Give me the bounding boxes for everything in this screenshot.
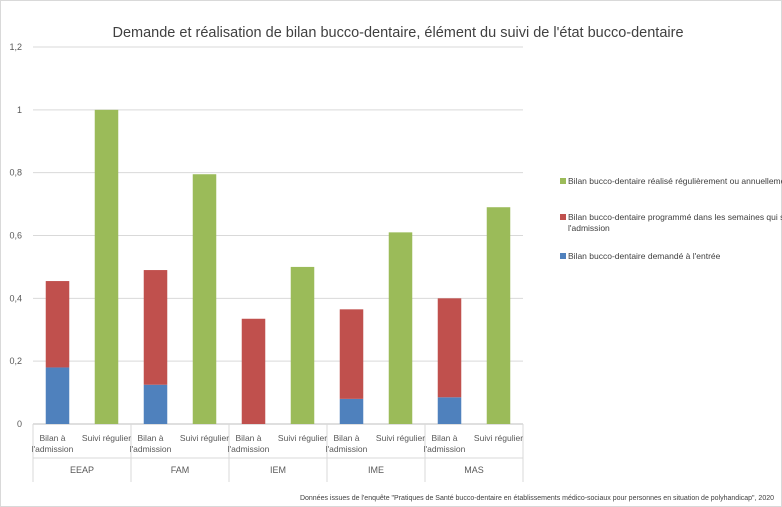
category-label: Suivi régulier (180, 433, 229, 443)
bar-segment (45, 367, 70, 424)
category-label: Bilan à l'admission (326, 433, 368, 454)
legend-label: Bilan bucco-dentaire demandé à l'entrée (568, 251, 721, 261)
bar-segment (45, 281, 70, 368)
y-tick-label: 0,4 (9, 293, 22, 303)
bar-segment (192, 174, 217, 424)
category-label: Bilan à l'admission (424, 433, 466, 454)
y-tick-label: 0,2 (9, 356, 22, 366)
legend-swatch (560, 214, 566, 220)
category-label: Bilan à l'admission (228, 433, 270, 454)
y-tick-label: 1 (17, 105, 22, 115)
bar-segment (241, 318, 266, 424)
y-tick-label: 0,6 (9, 231, 22, 241)
bars (45, 109, 511, 424)
bar-segment (339, 398, 364, 424)
bar-segment (437, 397, 462, 424)
bar-segment (339, 309, 364, 399)
bar-segment (388, 232, 413, 424)
legend-swatch (560, 178, 566, 184)
group-label: IEM (270, 465, 286, 475)
legend-label: Bilan bucco-dentaire programmé dans les … (568, 212, 782, 233)
y-axis: 0 0,2 0,4 0,6 0,8 1 1,2 (9, 42, 22, 429)
category-label: Suivi régulier (278, 433, 327, 443)
group-label: FAM (171, 465, 190, 475)
group-label: EEAP (70, 465, 94, 475)
y-tick-label: 0,8 (9, 168, 22, 178)
category-label: Suivi régulier (82, 433, 131, 443)
legend: Bilan bucco-dentaire réalisé régulièreme… (560, 176, 782, 261)
y-tick-label: 1,2 (9, 42, 22, 52)
category-label: Suivi régulier (376, 433, 425, 443)
bar-segment (143, 270, 168, 385)
source-note: Données issues de l'enquête "Pratiques d… (300, 495, 774, 502)
bar-segment (290, 266, 315, 424)
chart-title: Demande et réalisation de bilan bucco-de… (112, 25, 683, 41)
y-tick-label: 0 (17, 419, 22, 429)
category-label: Suivi régulier (474, 433, 523, 443)
group-label: IME (368, 465, 384, 475)
legend-swatch (560, 253, 566, 259)
bar-segment (437, 298, 462, 398)
bar-segment (94, 109, 119, 424)
legend-label: Bilan bucco-dentaire réalisé régulièreme… (568, 176, 782, 186)
group-label: MAS (464, 465, 484, 475)
category-label: Bilan à l'admission (32, 433, 74, 454)
category-label: Bilan à l'admission (130, 433, 172, 454)
bar-segment (143, 384, 168, 424)
bar-segment (486, 207, 511, 424)
